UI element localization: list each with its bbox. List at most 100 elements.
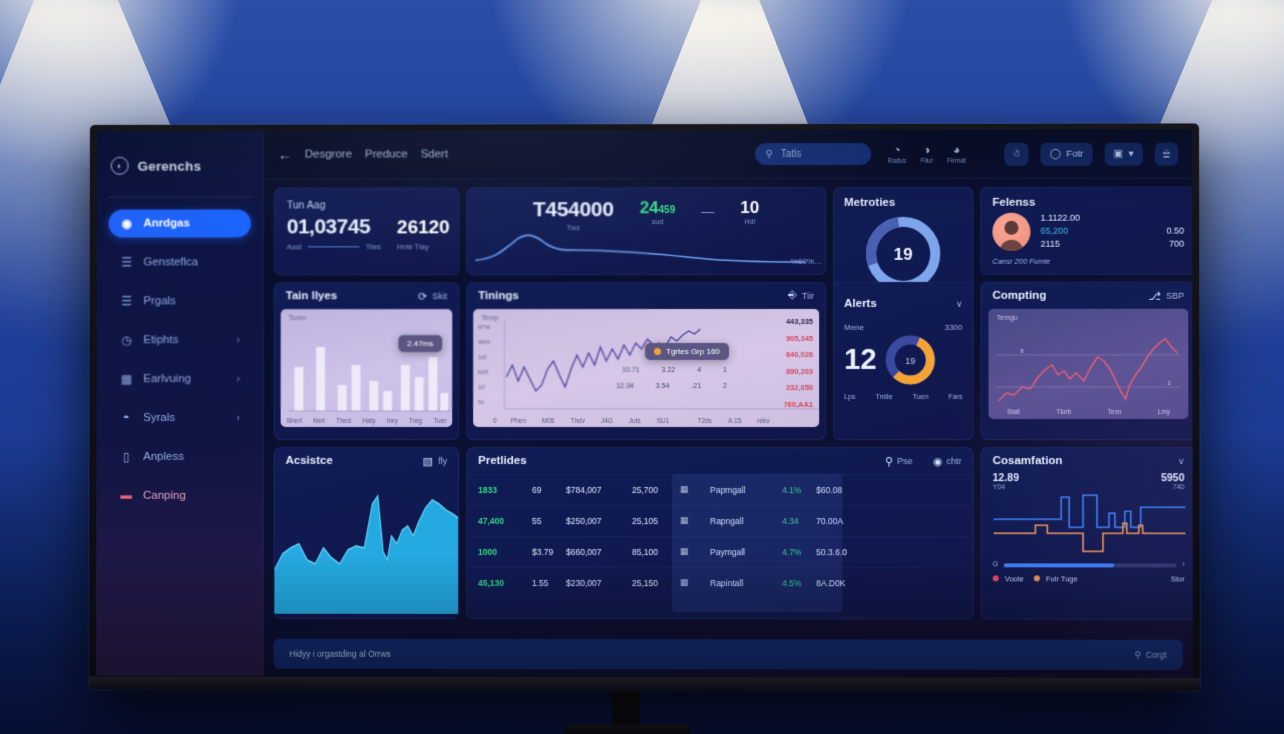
compting-actions[interactable]: ⎇ SBP <box>1148 289 1184 302</box>
table-row[interactable]: 1000 $3.79 $660,007 85,100 ▦ Paymgall 4.… <box>467 535 973 568</box>
legend-item-voole[interactable]: Voole <box>992 574 1024 583</box>
hero-stat1-suffix: 459 <box>658 205 676 217</box>
table-card-actions: ⚲ Pse ◉ chtr <box>885 455 961 468</box>
table-card-head: Pretlides ⚲ Pse ◉ chtr <box>467 448 972 474</box>
bar-card-actions[interactable]: ⟳ Skit <box>418 290 447 303</box>
user-card: Felenss 1.1122.00 <box>980 186 1193 275</box>
alerts-card: Alerts ∨ Mene 3300 12 <box>833 281 974 441</box>
search-icon: ⚲ <box>765 148 773 160</box>
alerts-labels: Mene 3300 <box>844 323 962 332</box>
sidebar-item-canping[interactable]: ▬ Canping <box>108 482 250 510</box>
footer-action[interactable]: ⚲ Corgt <box>1134 649 1166 660</box>
sidebar-item-anpless[interactable]: ▯ Anpless <box>108 443 250 471</box>
refresh-icon: ⟳ <box>418 290 428 303</box>
area-card-actions[interactable]: ▧ fly <box>423 454 447 467</box>
alerts-chevron-button[interactable]: ∨ <box>956 298 963 309</box>
breadcrumb-item-3[interactable]: Sdert <box>420 148 449 161</box>
line-mid-numbers: 10.71 3.22 4 1 12.34 3.54 .21 <box>616 367 727 390</box>
circle-icon: ◯ <box>1049 148 1061 160</box>
line-card-actions[interactable]: ⎆ Tiir <box>788 289 814 302</box>
arrow-left-icon[interactable]: ← <box>277 146 292 163</box>
table-row[interactable]: 45,130 1.55 $230,007 25,150 ▦ Rapintall … <box>467 566 973 599</box>
sidebar-item-anrdgas[interactable]: ◉ Anrdgas <box>108 209 251 238</box>
line-x-2: M05 <box>541 417 555 425</box>
fernat-button[interactable]: ◕ Fernat <box>947 143 966 165</box>
consumption-head: Cosamfation ∨ <box>982 448 1193 474</box>
bar-chart-svg <box>289 347 453 413</box>
consumption-slider[interactable] <box>1004 562 1177 567</box>
compting-x-2: Tlurb <box>1056 409 1072 417</box>
mid-1-2: 3.22 <box>661 366 676 375</box>
list-icon: ☰ <box>121 257 132 270</box>
table-filter-label: chtr <box>946 456 962 467</box>
footer-text: Hidyy i orgastding al Orrws <box>289 648 391 659</box>
table-row[interactable]: 47,400 55 $250,007 25,105 ▦ Rapngall 4.3… <box>467 504 973 537</box>
legend-action[interactable]: Stor <box>1170 574 1185 584</box>
download-icon: ⎆ <box>788 289 797 302</box>
table-search-label: Pse <box>897 456 913 467</box>
slider-end-icon[interactable]: › <box>1182 561 1185 569</box>
alerts-label-left: Mene <box>844 322 865 332</box>
consumption-values: 12.89 Y04 5950 740 <box>982 472 1193 491</box>
table-search-button[interactable]: ⚲ Pse <box>885 455 913 468</box>
kpi-label-right: Tiies <box>365 242 382 252</box>
kpi-value-main: 01,03745 <box>286 215 371 239</box>
legend-item-fulr[interactable]: Fulr Tuge <box>1033 574 1078 583</box>
radus-button[interactable]: ◔ Radus <box>888 143 907 165</box>
consumption-card: Cosamfation ∨ 12.89 Y04 <box>980 447 1193 620</box>
sidebar-item-etiphts[interactable]: ◷ Etiphts › <box>108 326 250 354</box>
user-row3-left: 2115 <box>1040 238 1060 249</box>
avatar-head <box>1004 220 1019 235</box>
breadcrumb-item-2[interactable]: Preduce <box>364 148 408 161</box>
breadcrumb: ← Desgrore Preduce Sdert <box>277 146 449 163</box>
bag-icon: ⎒ <box>1162 148 1170 160</box>
sidebar-item-syrals[interactable]: ◓ Syrals › <box>108 404 250 432</box>
bar-card-head: Tain llyes ⟳ Skit <box>275 283 458 309</box>
avatar-body <box>999 239 1024 251</box>
list-box-button[interactable]: ▣ ▾ <box>1104 142 1143 166</box>
bar-action-label: Skit <box>432 291 448 302</box>
mid-2-1: 12.34 <box>616 383 634 391</box>
line-card-head: Tinings ⎆ Tiir <box>467 283 825 309</box>
legend-dot-pink <box>992 575 999 582</box>
consumption-step-chart <box>992 493 1186 559</box>
compting-y-2: 2 <box>1167 381 1170 387</box>
consumption-chevron-button[interactable]: ∨ <box>1178 456 1185 467</box>
hero-stat2-label: Hdl <box>744 219 755 227</box>
side-num-6: 760,AA1 <box>783 399 814 409</box>
cell-c7: 4.5% <box>782 578 802 589</box>
bar-plot: Tomn <box>280 309 453 427</box>
side-num-2: 905,345 <box>785 333 814 343</box>
fotr-button[interactable]: ◯ Fotr <box>1040 142 1093 166</box>
brand[interactable]: ◐ Gerenchs <box>110 149 249 183</box>
table-filter-button[interactable]: ◉ chtr <box>933 455 962 468</box>
bar-x-4: Haty <box>362 417 376 425</box>
legend-dot-orange <box>1033 575 1040 582</box>
line-chart-card: Tinings ⎆ Tiir Temp 97% 98% <box>466 281 827 441</box>
line-x-1: Phen <box>510 417 526 425</box>
line-plot-label: Temp <box>481 315 499 323</box>
breadcrumb-item-1[interactable]: Desgrore <box>304 148 352 161</box>
hero-stat1-label: sud <box>651 219 664 227</box>
cell-c3: $784,007 <box>566 484 602 496</box>
hero-metric-card: T454000 Twz 24459 sud — 10 <box>466 186 827 276</box>
compting-chart-svg: 8 2 <box>988 309 1188 419</box>
filur-label: Filur <box>920 157 934 165</box>
line-y-3: 1t0 <box>478 355 487 362</box>
sidebar-item-earlvuing[interactable]: ▦ Earlvuing › <box>108 365 250 393</box>
sidebar-item-label: Canping <box>143 489 186 502</box>
area-chart-card: Acsistce ▧ fly <box>273 446 460 619</box>
hero-foot-left: %60%… <box>791 256 823 266</box>
alerts-foot-4: Fars <box>948 393 963 401</box>
filur-button[interactable]: ◑ Filur <box>920 143 933 165</box>
mid-1-3: 4 <box>697 366 702 374</box>
sidebar-item-prgals[interactable]: ☰ Prgals <box>109 287 251 315</box>
sidebar-item-gensteflca[interactable]: ☰ Gensteflca <box>109 248 251 276</box>
user-badge-button[interactable]: ☃ <box>1004 142 1029 166</box>
monitor-stand-neck <box>612 688 640 730</box>
bag-button[interactable]: ⎒ <box>1154 142 1178 166</box>
table-row[interactable]: 1833 69 $784,007 25,700 ▦ Papmgall 4.1% … <box>467 473 973 506</box>
search-input[interactable]: ⚲ Tatls <box>755 142 872 166</box>
area-card-head: Acsistce ▧ fly <box>275 448 459 474</box>
topbar: ← Desgrore Preduce Sdert ⚲ Tatls <box>263 129 1193 180</box>
